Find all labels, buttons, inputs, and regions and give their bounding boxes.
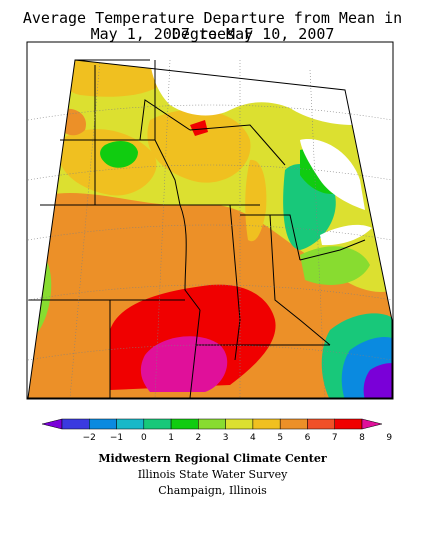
legend-tick-label: 5 <box>277 433 283 443</box>
credit-line-1: Midwestern Regional Climate Center <box>98 452 327 465</box>
credit-line-2: Illinois State Water Survey <box>137 468 288 481</box>
legend-tick-label: 7 <box>332 433 338 443</box>
credit-line-3: Champaign, Illinois <box>158 484 267 497</box>
state-boundaries <box>28 59 366 399</box>
projection-boundary <box>27 59 393 399</box>
legend-tick-label: 2 <box>195 433 201 443</box>
legend-swatch <box>116 418 145 430</box>
map-date-range: May 1, 2007 to May 10, 2007 <box>90 25 335 43</box>
legend-tick-label: 9 <box>386 433 392 443</box>
legend-swatch <box>170 418 199 430</box>
legend-swatch <box>61 418 90 430</box>
legend-arrow-high <box>361 418 383 430</box>
legend-tick-label: 0 <box>141 433 147 443</box>
graticule <box>27 59 393 399</box>
lake-erie <box>320 224 372 246</box>
legend-tick-label: 8 <box>359 433 365 443</box>
legend-swatch <box>198 418 226 430</box>
legend-tick-label: 4 <box>250 433 256 443</box>
legend-swatch <box>252 418 281 430</box>
lake-huron <box>300 139 365 210</box>
legend-tick-label: −2 <box>83 433 96 443</box>
lake-michigan <box>245 159 267 242</box>
legend-swatch <box>225 418 254 430</box>
legend-swatch <box>89 418 117 430</box>
legend-arrow-low <box>41 418 63 430</box>
legend-tick-label: 1 <box>168 433 174 443</box>
legend-swatch <box>143 418 172 430</box>
legend-swatch <box>334 418 363 430</box>
color-legend: −2 −1 0 1 2 3 4 5 6 7 8 9 <box>41 418 392 443</box>
legend-tick-label: 6 <box>305 433 311 443</box>
contour-field <box>28 60 392 398</box>
legend-swatch <box>307 418 335 430</box>
legend-tick-label: 3 <box>223 433 229 443</box>
map-title: Average Temperature Departure from Mean … <box>22 9 403 43</box>
legend-swatch <box>279 418 308 430</box>
legend-tick-label: −1 <box>110 433 123 443</box>
no-data-region <box>150 60 352 125</box>
